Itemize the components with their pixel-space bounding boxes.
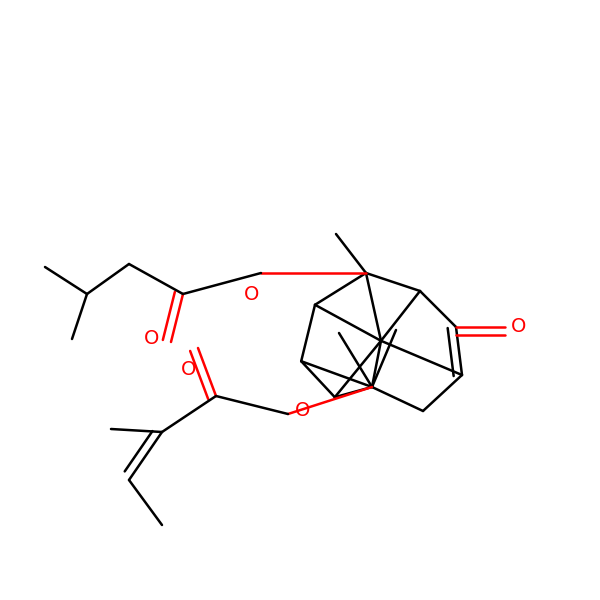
Text: O: O [511, 317, 527, 337]
Text: O: O [244, 285, 260, 304]
Text: O: O [143, 329, 159, 349]
Text: O: O [295, 401, 311, 421]
Text: O: O [181, 360, 197, 379]
